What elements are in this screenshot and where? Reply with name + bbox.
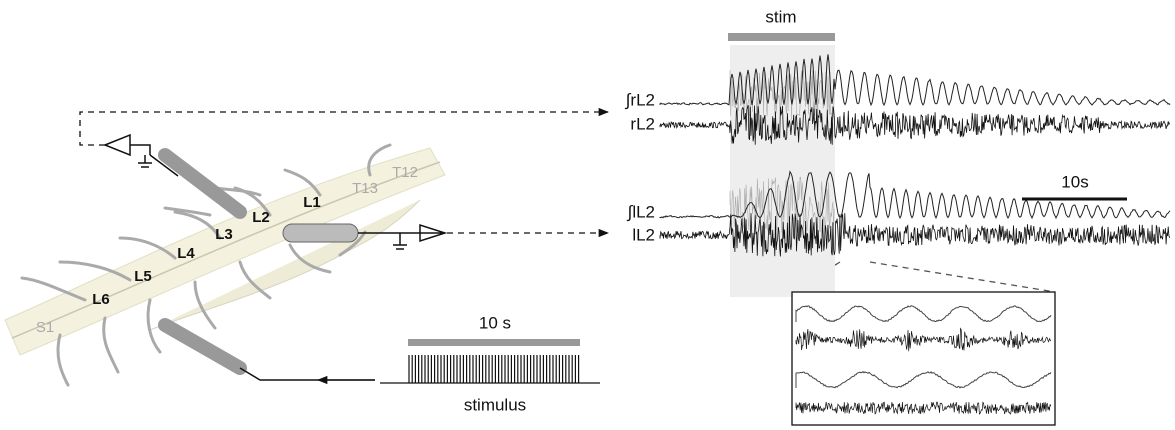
segment-label: L2 <box>252 209 270 226</box>
segment-label: L3 <box>215 226 233 243</box>
segment-label: L5 <box>134 268 152 285</box>
trace-label: ∫lL2 <box>627 202 655 221</box>
figure: stim ∫rL2 rL2 ∫lL2 lL2 10s 10 s stimulus… <box>0 0 1175 430</box>
segment-label: T13 <box>352 180 378 197</box>
segment-label: L1 <box>303 194 321 211</box>
scale-bar-label: 10s <box>1061 172 1088 191</box>
trace-label: lL2 <box>632 225 655 244</box>
cord-body <box>5 148 445 355</box>
spinal-cord <box>5 145 445 385</box>
segment-label: L4 <box>177 245 195 262</box>
electrode-left <box>283 224 358 242</box>
electrode-right <box>165 155 240 212</box>
ground-right <box>138 155 152 167</box>
stimulus-duration: 10 s <box>479 313 511 332</box>
stimulus-duration-bar <box>408 339 580 346</box>
stimulus-train <box>409 355 579 383</box>
stim-bar <box>728 33 835 41</box>
stimulus-label: stimulus <box>464 395 526 414</box>
trace-label: ∫rL2 <box>625 90 655 109</box>
ground-left <box>393 233 407 249</box>
amplifier-left <box>420 225 445 241</box>
stim-label: stim <box>765 7 796 26</box>
dashed-arrow-right <box>80 112 608 145</box>
segment-label: S1 <box>36 319 54 336</box>
amplifier-right <box>105 135 150 155</box>
segment-label: L6 <box>92 291 110 308</box>
page: {"header": {"stim_label": "stim"}, "trac… <box>0 0 1175 430</box>
trace-label: rL2 <box>630 114 655 133</box>
segment-label: T12 <box>392 164 418 181</box>
electrode-stim <box>165 325 240 368</box>
